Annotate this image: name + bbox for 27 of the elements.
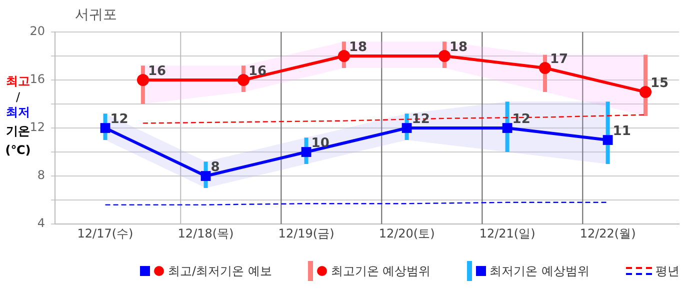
y-tick-label: 8: [37, 168, 45, 182]
y-tick-label: 12: [30, 120, 45, 134]
legend-label: 최고/최저기온 예보: [168, 262, 272, 280]
text: 최저기온 예상범위: [490, 262, 590, 280]
data-label: 12: [110, 112, 128, 127]
x-tick-label: 12/17(수): [77, 226, 134, 240]
data-label: 10: [311, 136, 330, 151]
data-label: 11: [612, 124, 631, 139]
x-tick-label: 12/20(토): [378, 226, 435, 240]
legend-label: 평년: [656, 262, 680, 280]
data-label: 16: [148, 64, 166, 79]
x-tick-label: 12/21(일): [479, 226, 536, 240]
x-tick-label: 12/18(목): [178, 226, 234, 240]
y-tick-label: 16: [30, 72, 45, 86]
text: 최고기온 예상범위: [330, 262, 431, 280]
data-label: 15: [650, 76, 669, 91]
data-label: 18: [449, 40, 468, 55]
y-tick-label: 4: [37, 216, 45, 230]
data-label: 8: [210, 160, 220, 175]
data-label: 18: [348, 40, 368, 55]
x-tick-label: 12/19(금): [278, 226, 334, 240]
y-tick-label: 20: [30, 24, 45, 38]
data-label: 17: [550, 52, 568, 67]
line-series: [142, 114, 646, 124]
chart-title: 서귀포: [75, 6, 117, 24]
x-tick-label: 12/22(월): [580, 226, 636, 240]
data-label: 16: [248, 64, 267, 79]
